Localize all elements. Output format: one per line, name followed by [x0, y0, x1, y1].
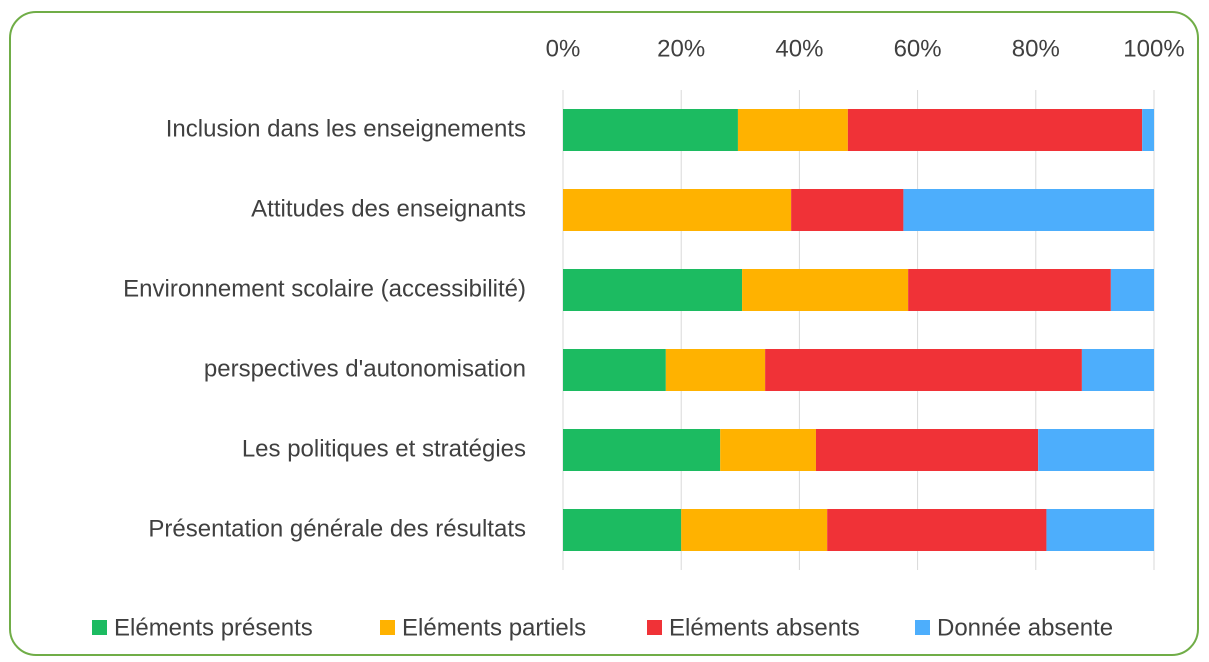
x-tick-label: 20% [657, 35, 705, 62]
bar-segment [563, 109, 738, 151]
x-tick-label: 0% [546, 35, 581, 62]
bar-segment [737, 109, 848, 151]
legend-swatch [92, 620, 107, 635]
bar-segment [791, 189, 904, 231]
bar-segment [1046, 509, 1154, 551]
legend-label: Eléments absents [669, 614, 860, 641]
bar-segment [1081, 349, 1154, 391]
bar-segment [742, 269, 909, 311]
bar-segment [765, 349, 1082, 391]
bar-segment [563, 509, 682, 551]
legend-swatch [380, 620, 395, 635]
bar-segment [1110, 269, 1154, 311]
legend-swatch [915, 620, 930, 635]
bar-segment [1038, 429, 1154, 471]
bar-segment [847, 109, 1143, 151]
x-tick-label: 80% [1012, 35, 1060, 62]
x-tick-label: 100% [1123, 35, 1184, 62]
legend-label: Eléments présents [114, 614, 313, 641]
bar-segment [903, 189, 1154, 231]
chart-border [9, 11, 1199, 656]
bar-segment [815, 429, 1039, 471]
y-tick-label: Les politiques et stratégies [242, 435, 526, 462]
bar-segment [665, 349, 766, 391]
bar-segment [563, 269, 743, 311]
y-tick-label: Environnement scolaire (accessibilité) [123, 275, 526, 302]
bar-segment [1142, 109, 1154, 151]
y-tick-label: Présentation générale des résultats [148, 515, 526, 542]
bar-segment [563, 429, 721, 471]
bar-segment [827, 509, 1047, 551]
bar-segment [563, 189, 792, 231]
bar-segment [720, 429, 816, 471]
y-tick-label: perspectives d'autonomisation [204, 355, 526, 382]
y-tick-label: Attitudes des enseignants [251, 195, 526, 222]
x-tick-label: 40% [775, 35, 823, 62]
legend-label: Eléments partiels [402, 614, 586, 641]
bar-segment [563, 349, 666, 391]
y-tick-label: Inclusion dans les enseignements [166, 115, 526, 142]
bar-segment [908, 269, 1111, 311]
bar-segment [681, 509, 828, 551]
x-tick-label: 60% [894, 35, 942, 62]
legend-label: Donnée absente [937, 614, 1113, 641]
legend-swatch [647, 620, 662, 635]
